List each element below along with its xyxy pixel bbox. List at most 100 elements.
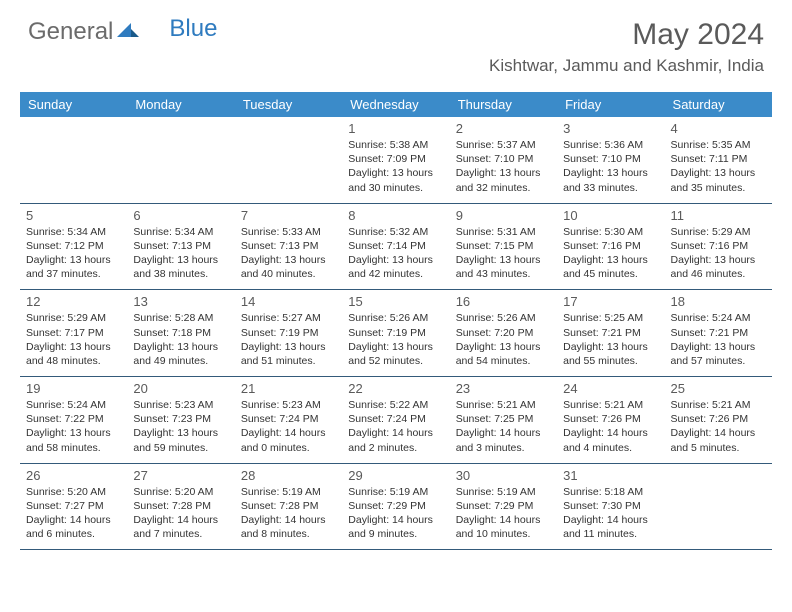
day-detail: Sunrise: 5:34 AMSunset: 7:12 PMDaylight:… xyxy=(26,225,121,282)
day-number: 15 xyxy=(348,294,443,309)
day-number: 12 xyxy=(26,294,121,309)
day-number: 6 xyxy=(133,208,228,223)
calendar-cell: 3 Sunrise: 5:36 AMSunset: 7:10 PMDaylight… xyxy=(557,117,664,203)
calendar-cell: 30 Sunrise: 5:19 AMSunset: 7:29 PMDayligh… xyxy=(450,463,557,550)
day-detail: Sunrise: 5:34 AMSunset: 7:13 PMDaylight:… xyxy=(133,225,228,282)
calendar-row: 5 Sunrise: 5:34 AMSunset: 7:12 PMDaylight… xyxy=(20,203,772,290)
day-number: 16 xyxy=(456,294,551,309)
calendar-cell: 25Sunrise: 5:21 AMSunset: 7:26 PMDayligh… xyxy=(665,377,772,464)
day-number: 19 xyxy=(26,381,121,396)
col-saturday: Saturday xyxy=(665,92,772,117)
calendar-cell: 19 Sunrise: 5:24 AMSunset: 7:22 PMDayligh… xyxy=(20,377,127,464)
day-detail: Sunrise: 5:23 AMSunset: 7:24 PMDaylight:… xyxy=(241,398,336,455)
day-number: 30 xyxy=(456,468,551,483)
calendar-cell: 10 Sunrise: 5:30 AMSunset: 7:16 PMDayligh… xyxy=(557,203,664,290)
calendar-cell: 28Sunrise: 5:19 AMSunset: 7:28 PMDayligh… xyxy=(235,463,342,550)
calendar-cell: 27 Sunrise: 5:20 AMSunset: 7:28 PMDayligh… xyxy=(127,463,234,550)
day-detail: Sunrise: 5:26 AMSunset: 7:20 PMDaylight:… xyxy=(456,311,551,368)
day-number: 20 xyxy=(133,381,228,396)
day-number: 10 xyxy=(563,208,658,223)
page-title: May 2024 xyxy=(489,18,764,52)
calendar-cell: 4 Sunrise: 5:35 AMSunset: 7:11 PMDaylight… xyxy=(665,117,772,203)
day-detail: Sunrise: 5:24 AMSunset: 7:22 PMDaylight:… xyxy=(26,398,121,455)
calendar-row: 19 Sunrise: 5:24 AMSunset: 7:22 PMDayligh… xyxy=(20,377,772,464)
day-detail: Sunrise: 5:35 AMSunset: 7:11 PMDaylight:… xyxy=(671,138,766,195)
day-detail: Sunrise: 5:20 AMSunset: 7:27 PMDaylight:… xyxy=(26,485,121,542)
col-tuesday: Tuesday xyxy=(235,92,342,117)
day-number: 17 xyxy=(563,294,658,309)
day-number: 21 xyxy=(241,381,336,396)
col-wednesday: Wednesday xyxy=(342,92,449,117)
day-detail: Sunrise: 5:31 AMSunset: 7:15 PMDaylight:… xyxy=(456,225,551,282)
day-detail: Sunrise: 5:19 AMSunset: 7:29 PMDaylight:… xyxy=(348,485,443,542)
calendar-cell: 22Sunrise: 5:22 AMSunset: 7:24 PMDayligh… xyxy=(342,377,449,464)
logo-triangle-icon xyxy=(117,21,139,42)
day-detail: Sunrise: 5:24 AMSunset: 7:21 PMDaylight:… xyxy=(671,311,766,368)
calendar-table: Sunday Monday Tuesday Wednesday Thursday… xyxy=(20,92,772,550)
day-detail: Sunrise: 5:37 AMSunset: 7:10 PMDaylight:… xyxy=(456,138,551,195)
day-number: 5 xyxy=(26,208,121,223)
day-number: 26 xyxy=(26,468,121,483)
day-number: 31 xyxy=(563,468,658,483)
calendar-cell: 17Sunrise: 5:25 AMSunset: 7:21 PMDayligh… xyxy=(557,290,664,377)
day-detail: Sunrise: 5:21 AMSunset: 7:26 PMDaylight:… xyxy=(563,398,658,455)
day-number: 3 xyxy=(563,121,658,136)
day-number: 11 xyxy=(671,208,766,223)
day-detail: Sunrise: 5:19 AMSunset: 7:29 PMDaylight:… xyxy=(456,485,551,542)
title-block: May 2024 Kishtwar, Jammu and Kashmir, In… xyxy=(489,18,764,76)
calendar-cell xyxy=(665,463,772,550)
day-detail: Sunrise: 5:29 AMSunset: 7:16 PMDaylight:… xyxy=(671,225,766,282)
calendar-cell: 12 Sunrise: 5:29 AMSunset: 7:17 PMDayligh… xyxy=(20,290,127,377)
day-detail: Sunrise: 5:32 AMSunset: 7:14 PMDaylight:… xyxy=(348,225,443,282)
day-detail: Sunrise: 5:38 AMSunset: 7:09 PMDaylight:… xyxy=(348,138,443,195)
day-detail: Sunrise: 5:26 AMSunset: 7:19 PMDaylight:… xyxy=(348,311,443,368)
logo: General Blue xyxy=(28,18,217,46)
calendar-cell: 11 Sunrise: 5:29 AMSunset: 7:16 PMDayligh… xyxy=(665,203,772,290)
header-row: Sunday Monday Tuesday Wednesday Thursday… xyxy=(20,92,772,117)
calendar-cell: 6 Sunrise: 5:34 AMSunset: 7:13 PMDaylight… xyxy=(127,203,234,290)
calendar-row: 12 Sunrise: 5:29 AMSunset: 7:17 PMDayligh… xyxy=(20,290,772,377)
day-number: 9 xyxy=(456,208,551,223)
day-number: 25 xyxy=(671,381,766,396)
logo-text-1: General xyxy=(28,18,113,46)
calendar-cell xyxy=(20,117,127,203)
col-sunday: Sunday xyxy=(20,92,127,117)
calendar-cell: 31 Sunrise: 5:18 AMSunset: 7:30 PMDayligh… xyxy=(557,463,664,550)
calendar-cell xyxy=(127,117,234,203)
calendar-cell: 29Sunrise: 5:19 AMSunset: 7:29 PMDayligh… xyxy=(342,463,449,550)
calendar-cell: 23Sunrise: 5:21 AMSunset: 7:25 PMDayligh… xyxy=(450,377,557,464)
day-detail: Sunrise: 5:33 AMSunset: 7:13 PMDaylight:… xyxy=(241,225,336,282)
calendar-cell: 13Sunrise: 5:28 AMSunset: 7:18 PMDayligh… xyxy=(127,290,234,377)
calendar-cell: 24Sunrise: 5:21 AMSunset: 7:26 PMDayligh… xyxy=(557,377,664,464)
calendar-cell: 8 Sunrise: 5:32 AMSunset: 7:14 PMDaylight… xyxy=(342,203,449,290)
day-number: 7 xyxy=(241,208,336,223)
day-detail: Sunrise: 5:21 AMSunset: 7:25 PMDaylight:… xyxy=(456,398,551,455)
day-detail: Sunrise: 5:36 AMSunset: 7:10 PMDaylight:… xyxy=(563,138,658,195)
calendar-cell: 14 Sunrise: 5:27 AMSunset: 7:19 PMDayligh… xyxy=(235,290,342,377)
day-detail: Sunrise: 5:29 AMSunset: 7:17 PMDaylight:… xyxy=(26,311,121,368)
day-detail: Sunrise: 5:20 AMSunset: 7:28 PMDaylight:… xyxy=(133,485,228,542)
calendar-cell: 15 Sunrise: 5:26 AMSunset: 7:19 PMDayligh… xyxy=(342,290,449,377)
calendar-cell xyxy=(235,117,342,203)
calendar-row: 1 Sunrise: 5:38 AMSunset: 7:09 PMDaylight… xyxy=(20,117,772,203)
day-number: 28 xyxy=(241,468,336,483)
calendar-cell: 16 Sunrise: 5:26 AMSunset: 7:20 PMDayligh… xyxy=(450,290,557,377)
day-detail: Sunrise: 5:22 AMSunset: 7:24 PMDaylight:… xyxy=(348,398,443,455)
day-number: 8 xyxy=(348,208,443,223)
day-detail: Sunrise: 5:18 AMSunset: 7:30 PMDaylight:… xyxy=(563,485,658,542)
logo-text-2: Blue xyxy=(169,15,217,43)
calendar-cell: 9 Sunrise: 5:31 AMSunset: 7:15 PMDaylight… xyxy=(450,203,557,290)
calendar-cell: 21 Sunrise: 5:23 AMSunset: 7:24 PMDayligh… xyxy=(235,377,342,464)
day-detail: Sunrise: 5:28 AMSunset: 7:18 PMDaylight:… xyxy=(133,311,228,368)
calendar-cell: 18Sunrise: 5:24 AMSunset: 7:21 PMDayligh… xyxy=(665,290,772,377)
day-number: 14 xyxy=(241,294,336,309)
day-detail: Sunrise: 5:27 AMSunset: 7:19 PMDaylight:… xyxy=(241,311,336,368)
calendar-cell: 2 Sunrise: 5:37 AMSunset: 7:10 PMDaylight… xyxy=(450,117,557,203)
day-number: 4 xyxy=(671,121,766,136)
location: Kishtwar, Jammu and Kashmir, India xyxy=(489,56,764,76)
day-number: 2 xyxy=(456,121,551,136)
day-number: 27 xyxy=(133,468,228,483)
day-detail: Sunrise: 5:30 AMSunset: 7:16 PMDaylight:… xyxy=(563,225,658,282)
calendar-row: 26 Sunrise: 5:20 AMSunset: 7:27 PMDayligh… xyxy=(20,463,772,550)
day-number: 1 xyxy=(348,121,443,136)
